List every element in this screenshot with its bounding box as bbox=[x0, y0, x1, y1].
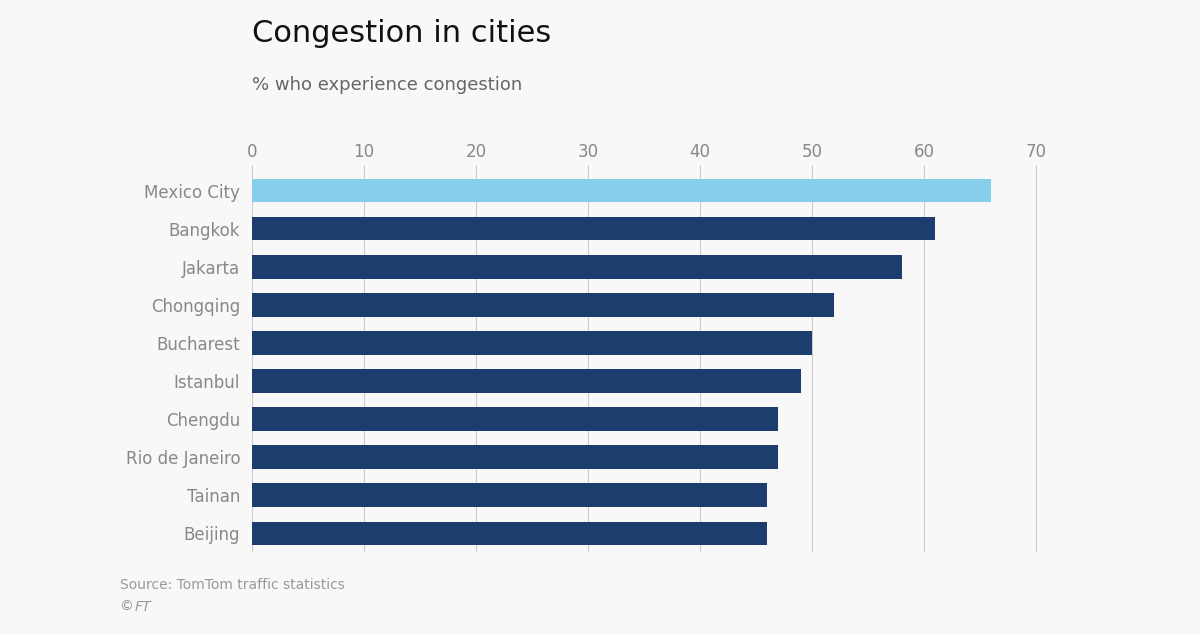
Bar bbox=[252, 445, 779, 469]
Text: Congestion in cities: Congestion in cities bbox=[252, 19, 551, 48]
Bar bbox=[252, 293, 834, 317]
Bar bbox=[252, 178, 991, 203]
Text: ©: © bbox=[120, 600, 138, 614]
Bar bbox=[252, 521, 767, 545]
Bar bbox=[252, 255, 901, 279]
Bar bbox=[252, 483, 767, 507]
Bar bbox=[252, 331, 812, 355]
Bar bbox=[252, 217, 935, 241]
Text: % who experience congestion: % who experience congestion bbox=[252, 76, 522, 94]
Bar bbox=[252, 407, 779, 431]
Text: FT: FT bbox=[134, 600, 151, 614]
Text: Source: TomTom traffic statistics: Source: TomTom traffic statistics bbox=[120, 578, 344, 592]
Bar bbox=[252, 369, 800, 393]
